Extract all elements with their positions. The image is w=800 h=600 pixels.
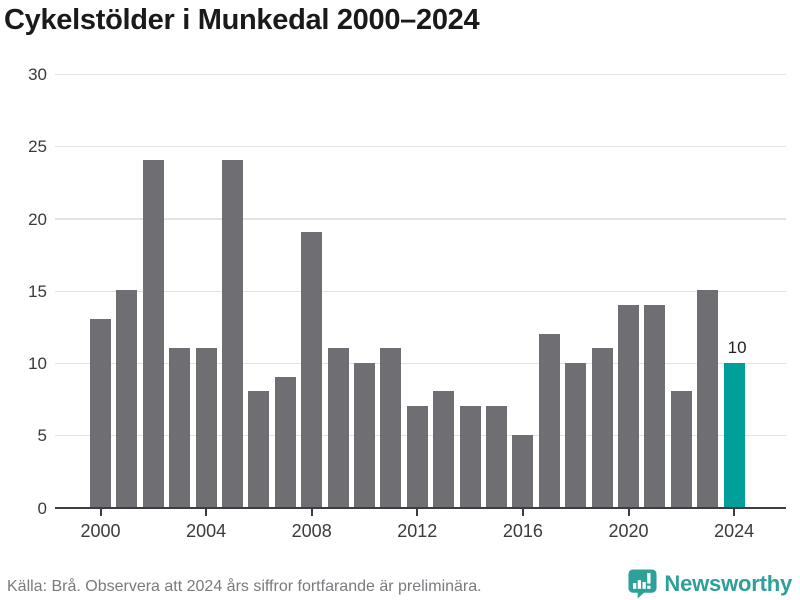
bar-2011: [380, 348, 402, 507]
bar-2010: [354, 362, 375, 507]
bar-2020: [618, 304, 639, 507]
gridline-y25: [55, 146, 786, 148]
bar-2018: [565, 362, 587, 507]
bar-2015: [486, 405, 507, 507]
y-axis-tick-label: 5: [37, 426, 47, 446]
bar-2016: [512, 434, 534, 507]
newsworthy-wordmark: Newsworthy: [664, 571, 792, 596]
bar-2004: [195, 348, 217, 507]
y-axis-tick-label: 15: [28, 281, 47, 301]
bar-2014: [459, 405, 481, 507]
bar-2021: [644, 304, 666, 507]
bar-2012: [406, 405, 428, 507]
x-axis-tick-label: 2016: [502, 521, 543, 541]
source-note: Källa: Brå. Observera att 2024 års siffr…: [7, 578, 482, 595]
bar-2019: [591, 348, 613, 507]
bar-2009: [327, 348, 349, 507]
bar-2007: [274, 376, 296, 507]
bar-value-label: 10: [727, 337, 747, 357]
x-axis-tick-label: 2024: [714, 521, 755, 541]
bar-2022: [670, 391, 692, 507]
newsworthy-bubble-chart-icon: [628, 569, 657, 599]
y-axis-tick-label: 20: [28, 209, 47, 229]
x-axis-tick: [521, 509, 524, 517]
x-axis-tick: [733, 509, 736, 517]
x-axis-tick-label: 2008: [291, 521, 332, 541]
x-axis-tick: [627, 509, 630, 517]
bar-2023: [697, 290, 719, 507]
y-axis-tick-label: 25: [28, 137, 47, 157]
gridline-y20: [55, 218, 786, 220]
x-axis-tick: [205, 509, 208, 517]
x-axis-tick: [310, 509, 313, 517]
bar-2003: [169, 348, 191, 507]
bar-2005: [222, 160, 243, 507]
x-axis-tick: [416, 509, 419, 517]
gridline-y15: [55, 290, 786, 292]
chart-title: Cykelstölder i Munkedal 2000–2024: [4, 4, 480, 36]
x-axis-line: [55, 507, 786, 510]
x-axis-tick: [99, 509, 102, 517]
bar-2000: [90, 319, 111, 507]
y-axis-tick-label: 30: [28, 65, 47, 84]
bar-2017: [538, 333, 560, 507]
bar-2002: [142, 160, 164, 507]
gridline-y30: [55, 73, 786, 76]
y-axis-tick-label: 0: [37, 498, 47, 518]
bar-2013: [433, 391, 455, 507]
bar-2006: [248, 391, 270, 507]
gridline-y10: [55, 362, 786, 365]
y-axis-tick-label: 10: [28, 354, 47, 373]
x-axis-tick-label: 2000: [80, 521, 121, 541]
bar-2008: [301, 232, 323, 507]
x-axis-tick-label: 2012: [397, 521, 438, 541]
x-axis-tick-label: 2020: [608, 521, 649, 541]
bar-2001: [116, 290, 138, 507]
newsworthy-logo[interactable]: Newsworthy: [628, 569, 792, 599]
x-axis-tick-label: 2004: [186, 521, 227, 541]
bar-2024: [723, 362, 745, 507]
